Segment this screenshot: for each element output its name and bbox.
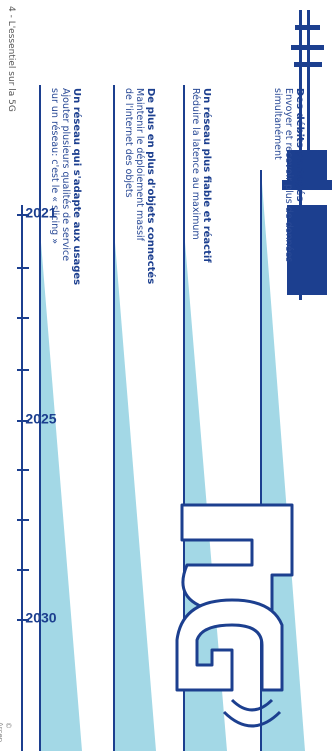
track-4-line1: Ajouter plusieurs qualités de service — [60, 88, 71, 262]
credit-text: © Arcep — [0, 722, 12, 743]
track-4-line2: sur un réseau: c'est le « slicing » — [49, 88, 60, 245]
track-3-line1: Maintenir le déploiement massif — [134, 88, 145, 242]
track-2-text: Un réseau plus fiable et réactif Réduire… — [190, 88, 212, 263]
signal-bars-graphic — [282, 10, 332, 300]
year-2021: 2021 — [25, 204, 57, 221]
track-1-title: Des débits partagés — [294, 88, 305, 202]
track-4-text: Un réseau qui s'adapte aux usages Ajoute… — [49, 88, 82, 285]
track-1-line1: Envoyer et recevoir plus de données — [283, 88, 294, 263]
track-2-title: Un réseau plus fiable et réactif — [201, 88, 212, 263]
page-label: 4 - L'essentiel sur la 5G — [6, 6, 16, 112]
track-3-title: De plus en plus d'objets connectés — [145, 88, 156, 285]
wedge-4 — [40, 230, 82, 751]
5g-logo-graphic — [175, 503, 294, 728]
track-1-line2: simultanément — [272, 88, 283, 160]
track-3-text: De plus en plus d'objets connectés Maint… — [123, 88, 156, 284]
timeline-axis — [17, 205, 29, 751]
year-2025: 2025 — [25, 410, 57, 427]
wedge-3 — [114, 230, 156, 751]
year-2030: 2030 — [25, 609, 57, 626]
track-1-text: Des débits partagés Envoyer et recevoir … — [272, 88, 305, 262]
track-3-line2: de l'internet des objets — [123, 88, 134, 198]
track-4-title: Un réseau qui s'adapte aux usages — [71, 88, 82, 286]
track-2-line1: Réduire la latence au maximum — [190, 88, 201, 240]
